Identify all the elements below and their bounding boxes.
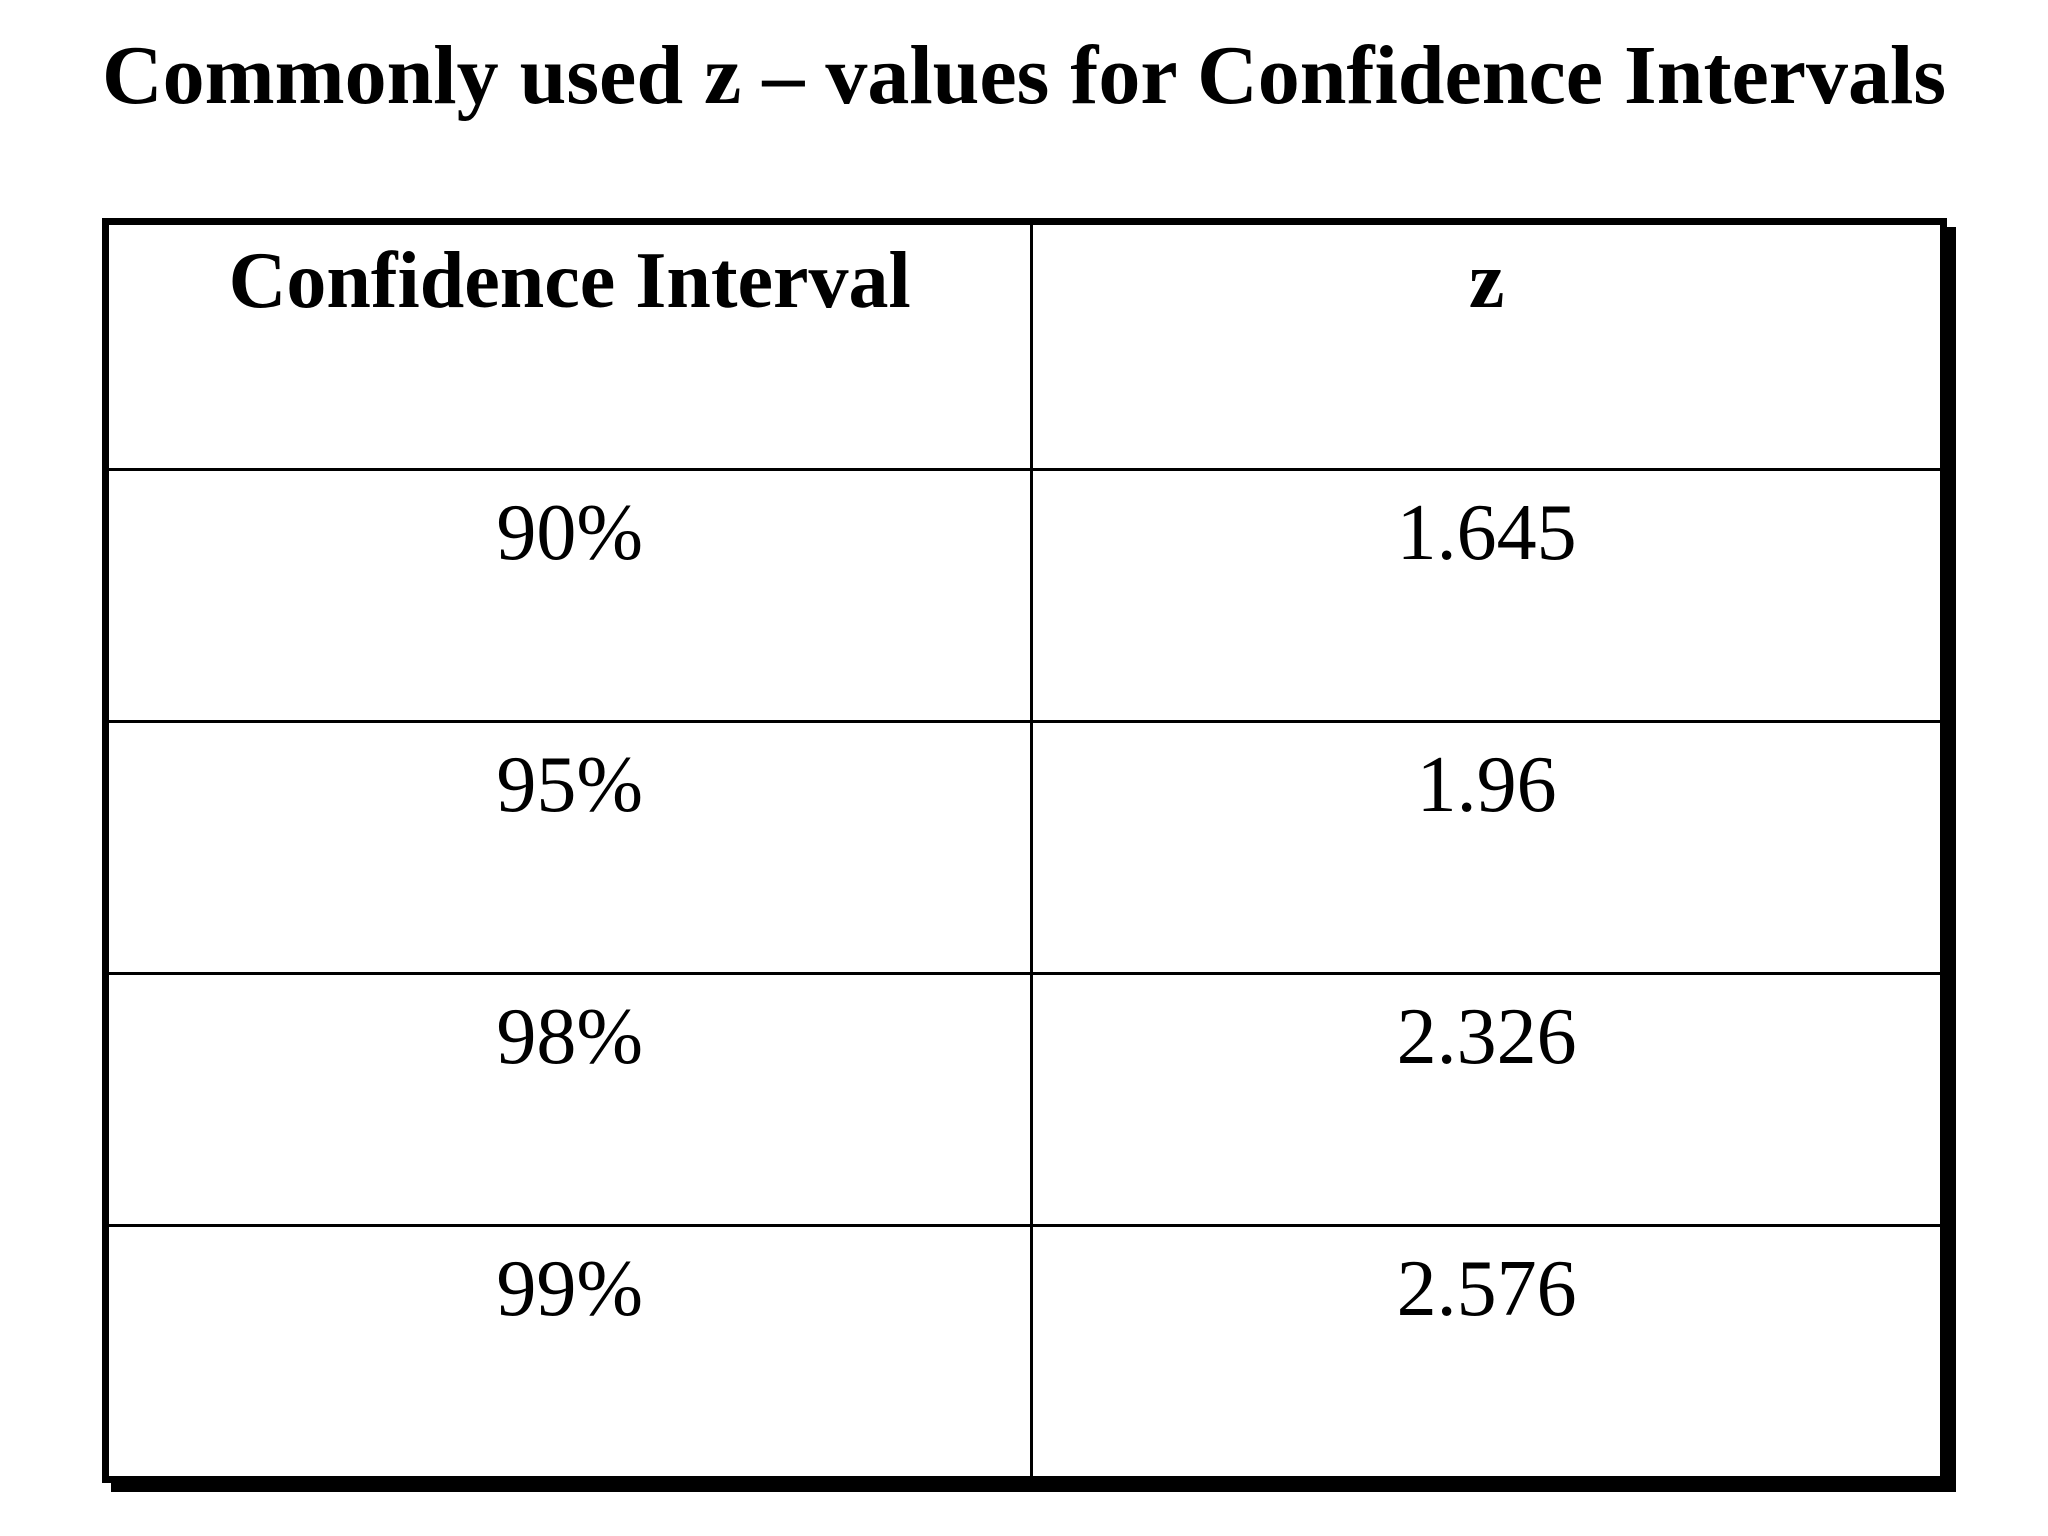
cell-confidence-level: 90% [103, 468, 1034, 723]
table-row: 90% 1.645 [103, 468, 1945, 723]
table-row: 95% 1.96 [103, 720, 1945, 975]
table-header-row: Confidence Interval z [103, 220, 1945, 471]
table-row: 99% 2.576 [103, 1224, 1945, 1481]
cell-z-value: 2.326 [1030, 972, 1945, 1227]
z-values-table: Confidence Interval z 90% 1.645 95% 1.96… [102, 218, 1947, 1483]
page-title: Commonly used z – values for Confidence … [101, 29, 1947, 122]
header-cell-confidence-interval: Confidence Interval [103, 220, 1034, 471]
cell-confidence-level: 95% [103, 720, 1034, 975]
cell-confidence-level: 99% [103, 1224, 1034, 1481]
cell-z-value: 2.576 [1030, 1224, 1945, 1481]
z-values-table-container: Confidence Interval z 90% 1.645 95% 1.96… [102, 218, 1956, 1492]
table-row: 98% 2.326 [103, 972, 1945, 1227]
cell-z-value: 1.96 [1030, 720, 1945, 975]
cell-confidence-level: 98% [103, 972, 1034, 1227]
header-cell-z: z [1030, 220, 1945, 471]
cell-z-value: 1.645 [1030, 468, 1945, 723]
